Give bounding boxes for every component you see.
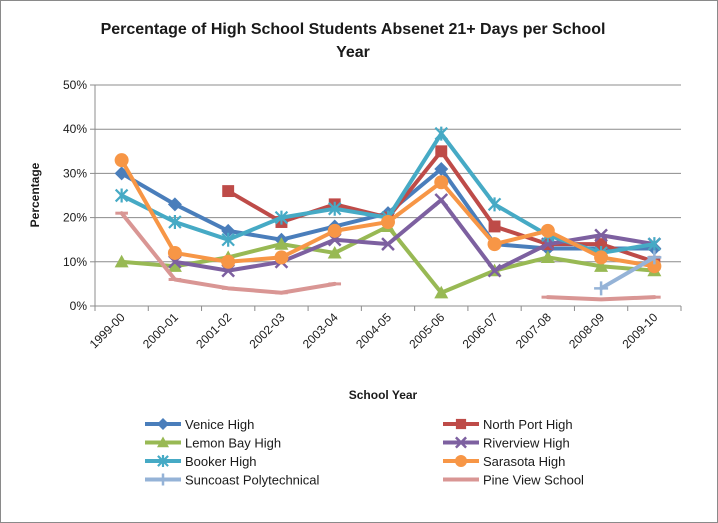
series-6	[594, 250, 662, 296]
legend-label: Riverview High	[483, 436, 570, 451]
data-point	[274, 237, 289, 250]
legend-marker	[157, 473, 169, 486]
data-point	[222, 185, 235, 198]
y-axis-ticks: 0% 10% 20% 30% 40% 50%	[63, 78, 95, 313]
legend-item: Riverview High	[443, 436, 570, 451]
legend-label: Pine View School	[483, 473, 584, 488]
data-point	[540, 223, 555, 238]
legend-label: Venice High	[185, 417, 254, 432]
legend-marker	[455, 418, 467, 430]
chart-title-line-1: Percentage of High School Students Absen…	[101, 21, 606, 38]
x-tick-label: 1999-00	[87, 310, 128, 351]
data-point	[488, 220, 501, 233]
data-point	[647, 259, 662, 274]
x-tick-label: 2009-10	[619, 310, 660, 351]
x-tick-label: 2006-07	[460, 310, 501, 351]
x-tick-label: 2000-01	[140, 310, 181, 351]
data-point	[594, 259, 609, 272]
data-point	[434, 126, 449, 141]
series-line	[599, 255, 657, 291]
data-point	[274, 250, 289, 265]
x-tick-label: 2007-08	[513, 310, 554, 351]
legend-marker	[455, 455, 467, 467]
x-tick-label: 2002-03	[247, 310, 288, 351]
data-point	[168, 215, 182, 230]
x-axis-ticks: 1999-00 2000-01 2001-02 2002-03 2003-04 2004-…	[87, 306, 682, 351]
x-axis-title: School Year	[349, 388, 418, 402]
data-point	[434, 193, 449, 207]
data-point	[540, 250, 555, 263]
data-point	[221, 223, 236, 238]
y-tick-label: 0%	[70, 299, 88, 313]
x-tick-label: 2004-05	[353, 310, 394, 351]
legend-item: Venice High	[145, 417, 254, 432]
data-point	[647, 250, 662, 265]
axes	[94, 85, 681, 307]
legend-label: Suncoast Polytechnical	[185, 473, 320, 488]
series-line	[172, 197, 657, 273]
legend-item: Booker High	[145, 454, 257, 469]
x-tick-label: 2003-04	[300, 310, 341, 351]
data-point	[221, 232, 235, 247]
legend-item: North Port High	[443, 417, 573, 432]
y-tick-label: 20%	[63, 211, 87, 225]
data-point	[167, 245, 182, 260]
legend-item: Lemon Bay High	[145, 436, 281, 451]
data-point	[167, 259, 182, 272]
data-point	[167, 197, 182, 212]
legend-label: Lemon Bay High	[185, 436, 281, 451]
series-3	[168, 193, 662, 278]
legend-marker	[157, 418, 169, 430]
series-7	[115, 211, 661, 302]
data-point	[327, 201, 342, 216]
data-point	[487, 263, 502, 278]
data-point	[594, 228, 608, 243]
legend-label: Booker High	[185, 454, 257, 469]
legend-label: Sarasota High	[483, 454, 565, 469]
legend-marker	[157, 436, 169, 448]
data-point	[327, 245, 342, 259]
series-5	[114, 153, 662, 274]
legend-item: Suncoast Polytechnical	[145, 473, 320, 488]
series-layer	[114, 126, 662, 302]
legend-label: North Port High	[483, 417, 573, 432]
legend: Venice High North Port High Lemon Bay High…	[145, 417, 584, 488]
chart-title-line-2: Year	[336, 44, 370, 61]
x-tick-label: 2005-06	[406, 310, 447, 351]
legend-marker	[455, 436, 467, 449]
y-tick-label: 40%	[63, 122, 87, 136]
data-point	[594, 281, 609, 296]
data-point	[434, 285, 449, 299]
x-tick-label: 2008-09	[566, 310, 607, 351]
data-point	[434, 161, 449, 176]
data-point	[114, 188, 129, 203]
data-point	[381, 237, 395, 251]
data-point	[487, 197, 502, 212]
data-point	[647, 237, 662, 252]
data-point	[435, 145, 448, 158]
series-0	[114, 161, 662, 256]
series-line	[119, 131, 657, 255]
data-point	[434, 175, 449, 190]
y-tick-label: 10%	[63, 255, 87, 269]
legend-marker	[157, 455, 169, 467]
data-point	[114, 153, 129, 168]
data-point	[381, 215, 395, 230]
y-axis-title: Percentage	[28, 162, 42, 227]
data-point	[487, 237, 502, 252]
data-point	[327, 223, 342, 238]
data-point	[274, 210, 289, 225]
data-point	[595, 238, 608, 251]
data-point	[594, 250, 609, 265]
y-tick-label: 50%	[63, 78, 87, 92]
y-tick-label: 30%	[63, 166, 87, 180]
legend-item: Pine View School	[443, 473, 584, 488]
data-point	[114, 254, 129, 268]
x-tick-label: 2001-02	[193, 310, 234, 351]
legend-item: Sarasota High	[443, 454, 565, 469]
data-point	[221, 254, 236, 269]
